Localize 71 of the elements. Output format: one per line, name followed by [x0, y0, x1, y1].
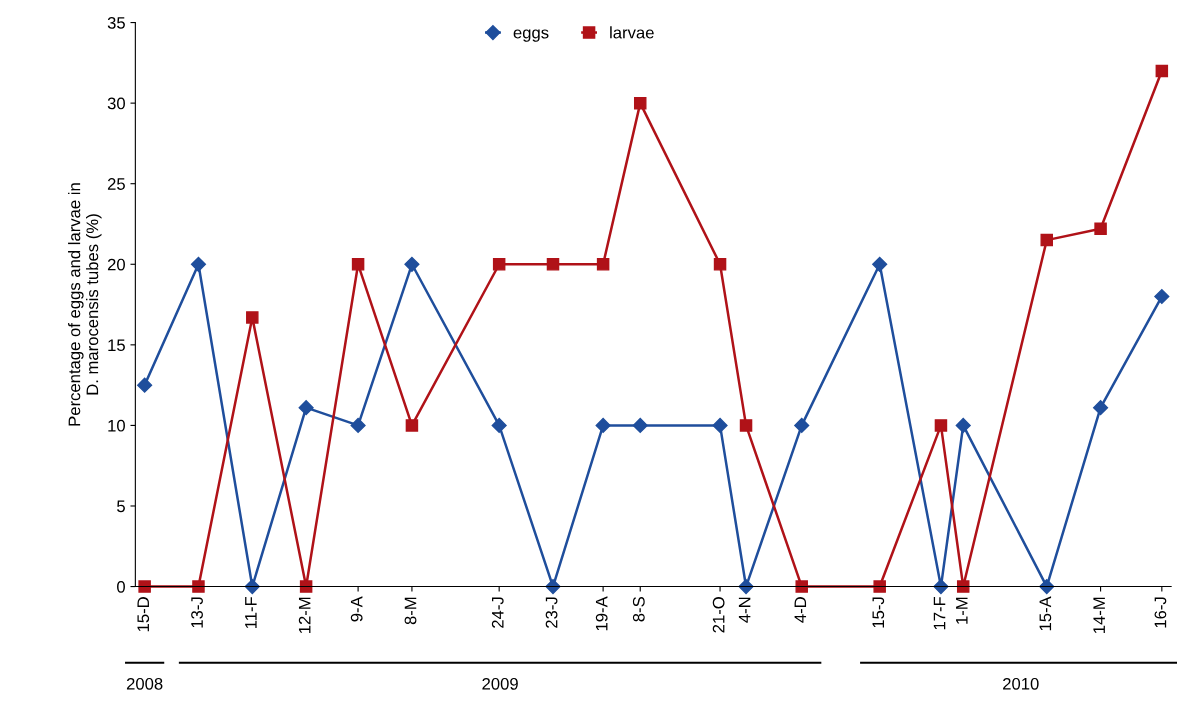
- legend-label: larvae: [610, 26, 654, 39]
- point: [1155, 64, 1169, 78]
- point: [299, 580, 313, 593]
- x-tick-label: 19-A: [595, 596, 608, 631]
- point: [190, 256, 207, 272]
- x-tick-label: 21-O: [712, 597, 725, 633]
- point: [795, 580, 808, 593]
- point: [1093, 400, 1109, 416]
- point: [956, 580, 970, 593]
- x-tick-label: 11-F: [245, 596, 257, 629]
- x-tick-label: 17-F: [933, 596, 946, 630]
- y-tick-label: 15: [108, 339, 125, 352]
- point: [739, 419, 753, 432]
- text: 2009: [482, 677, 518, 690]
- point: [404, 256, 420, 272]
- x-tick-label: 23-J: [545, 597, 558, 628]
- point: [545, 578, 561, 595]
- x-tick-label: 13-J: [191, 597, 203, 628]
- x-tick-label: 1-M: [956, 597, 968, 624]
- y-tick-label: 25: [107, 178, 125, 190]
- point: [1039, 578, 1055, 595]
- y-tick-label: 30: [107, 97, 125, 110]
- x-tick-label: 14-M: [1093, 597, 1105, 633]
- x-tick-label: 12-M: [298, 597, 311, 633]
- x-tick-label: 15-J: [872, 597, 885, 628]
- point: [246, 311, 259, 324]
- y-tick-label: 20: [107, 258, 125, 271]
- point: [1154, 288, 1170, 305]
- point: [351, 258, 365, 271]
- point: [596, 258, 610, 271]
- y-tick-label: 0: [117, 580, 125, 593]
- x-tick-label: 24-J: [491, 597, 504, 628]
- y-tick-label: 5: [117, 500, 125, 513]
- point: [712, 417, 728, 433]
- point: [405, 419, 419, 432]
- y-tick-label: 35: [107, 16, 125, 29]
- point: [933, 578, 949, 595]
- y-axis-title: Percentage of eggs and larvae in D. marocensis tubes (%): [68, 183, 102, 426]
- point: [546, 258, 560, 271]
- point: [137, 377, 153, 393]
- text: 2008: [126, 677, 163, 690]
- point: [1094, 222, 1107, 236]
- legend-label: eggs: [513, 29, 549, 42]
- point: [138, 580, 151, 593]
- point: [350, 417, 366, 433]
- point: [492, 258, 506, 271]
- point: [738, 578, 754, 595]
- point: [794, 417, 810, 433]
- point: [934, 419, 948, 432]
- text: 2010: [1003, 677, 1039, 690]
- point: [491, 417, 507, 433]
- x-tick-label: 4-D: [794, 597, 807, 623]
- point: [713, 258, 727, 271]
- x-tick-label: 15-A: [1039, 596, 1052, 631]
- point: [244, 578, 260, 595]
- point: [873, 580, 886, 593]
- point: [955, 417, 971, 433]
- x-tick-label: 15-D: [137, 597, 150, 632]
- point: [632, 417, 648, 433]
- point: [633, 96, 647, 110]
- point: [298, 400, 314, 416]
- point: [872, 256, 888, 272]
- y-tick-label: 10: [108, 419, 125, 432]
- x-tick-label: 8-M: [404, 597, 417, 625]
- point: [192, 580, 205, 593]
- x-tick-label: 9-A: [350, 596, 363, 622]
- x-tick-label: 4-N: [738, 597, 751, 623]
- x-tick-label: 8-S: [632, 597, 645, 622]
- point: [595, 417, 611, 433]
- x-tick-label: 16-J: [1154, 597, 1167, 628]
- point: [1040, 233, 1054, 247]
